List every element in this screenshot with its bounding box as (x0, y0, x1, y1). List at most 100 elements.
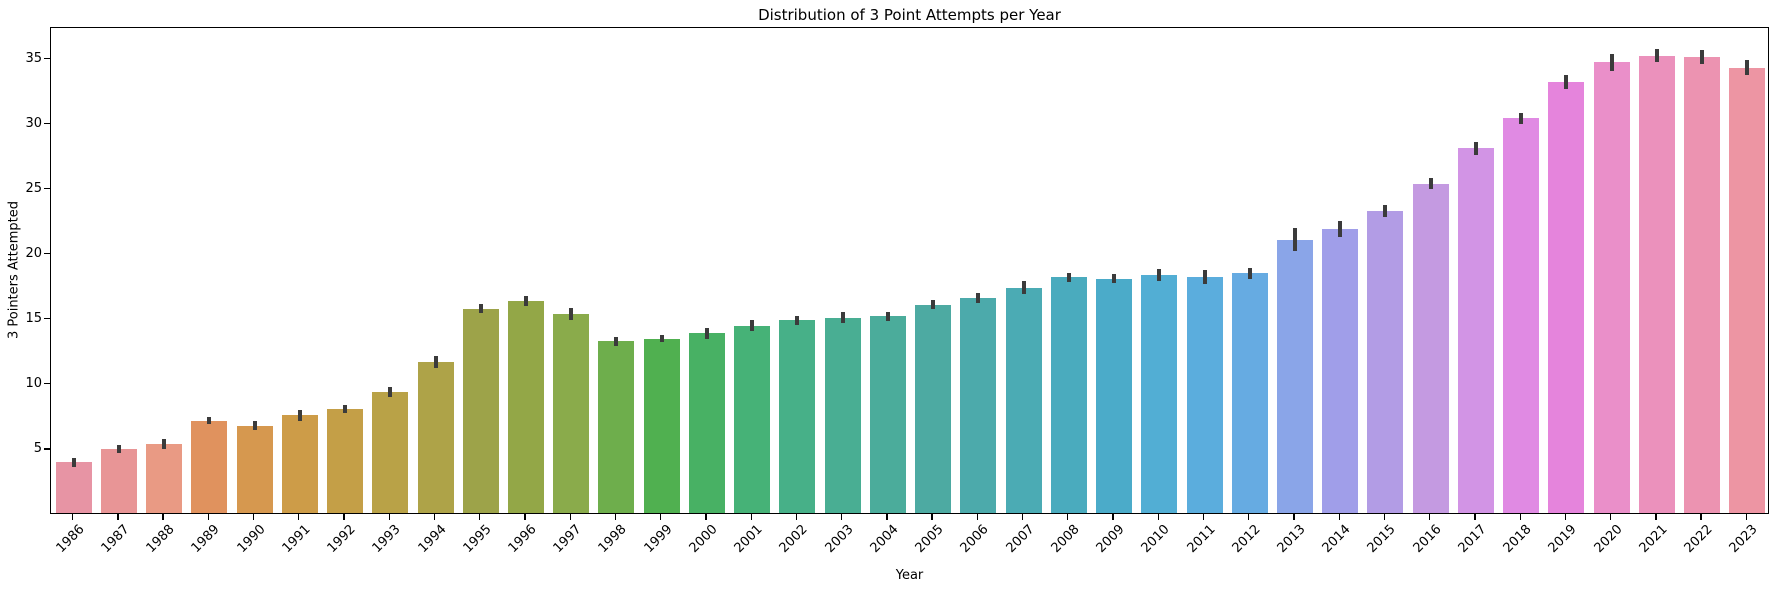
x-tick-mark-1995 (479, 514, 481, 520)
error-bar-2018 (1519, 112, 1524, 125)
x-tick-label-1989: 1989 (188, 522, 223, 557)
bar-1988 (146, 444, 183, 513)
bar-1986 (55, 462, 92, 513)
x-tick-label-2023: 2023 (1726, 522, 1761, 557)
error-bar-2006 (976, 292, 981, 304)
x-tick-mark-1999 (660, 514, 662, 520)
error-bar-2009 (1112, 274, 1117, 284)
x-tick-label-2008: 2008 (1048, 522, 1083, 557)
x-tick-label-2016: 2016 (1410, 522, 1445, 557)
y-tick-mark-25 (44, 187, 50, 190)
error-bar-2021 (1654, 49, 1659, 63)
x-tick-mark-2020 (1610, 514, 1612, 520)
error-bar-2017 (1473, 141, 1478, 155)
x-tick-mark-2005 (931, 514, 933, 520)
error-bar-2022 (1700, 50, 1705, 65)
y-tick-label-30: 30 (25, 115, 42, 131)
bar-1991 (281, 415, 318, 513)
bar-1995 (462, 308, 499, 513)
x-tick-mark-2017 (1474, 514, 1476, 520)
bar-2018 (1503, 118, 1540, 513)
y-tick-label-25: 25 (25, 180, 42, 196)
bar-2006 (960, 298, 997, 513)
x-tick-label-2018: 2018 (1500, 522, 1535, 557)
x-tick-label-2015: 2015 (1365, 522, 1400, 557)
bar-2014 (1322, 229, 1359, 513)
error-bar-1988 (162, 438, 167, 450)
x-tick-mark-1993 (388, 514, 390, 520)
bar-1989 (191, 420, 228, 513)
x-tick-label-1996: 1996 (505, 522, 540, 557)
error-bar-2008 (1066, 272, 1071, 282)
bar-2007 (1005, 287, 1042, 513)
bar-1992 (327, 408, 364, 513)
x-tick-mark-1988 (162, 514, 164, 520)
x-tick-mark-2022 (1700, 514, 1702, 520)
x-tick-mark-1986 (71, 514, 74, 520)
y-tick-mark-10 (44, 383, 50, 385)
error-bar-1999 (659, 334, 664, 343)
bar-2016 (1412, 183, 1449, 513)
x-tick-mark-2016 (1429, 514, 1431, 520)
bar-1987 (100, 449, 137, 513)
error-bar-1987 (116, 445, 121, 454)
bar-2019 (1548, 82, 1585, 513)
bar-2001 (734, 325, 771, 513)
error-bar-2002 (795, 315, 800, 325)
error-bar-1998 (614, 336, 619, 346)
bar-1990 (236, 425, 273, 513)
x-tick-mark-2021 (1655, 514, 1657, 520)
error-bar-1990 (252, 421, 257, 431)
error-bar-2019 (1564, 74, 1569, 90)
error-bar-1997 (569, 307, 574, 320)
x-tick-mark-2018 (1519, 514, 1521, 520)
bar-2003 (824, 317, 861, 513)
bar-2008 (1050, 277, 1087, 513)
x-tick-mark-2009 (1112, 514, 1114, 520)
error-bar-1992 (343, 404, 348, 413)
error-bar-1986 (71, 457, 76, 467)
error-bar-2005 (931, 300, 936, 310)
bar-2021 (1638, 55, 1675, 513)
x-tick-mark-2012 (1248, 514, 1250, 520)
bar-2011 (1186, 277, 1223, 513)
x-tick-mark-2010 (1157, 514, 1159, 520)
x-tick-label-2007: 2007 (1003, 522, 1038, 557)
bar-1994 (417, 361, 454, 513)
y-tick-label-10: 10 (25, 376, 42, 392)
x-tick-label-2001: 2001 (731, 522, 766, 557)
x-tick-label-2003: 2003 (822, 522, 857, 557)
error-bar-2004 (885, 311, 890, 321)
x-tick-mark-2011 (1202, 514, 1205, 520)
x-tick-mark-2002 (795, 514, 798, 520)
x-tick-mark-2000 (705, 514, 707, 520)
x-tick-label-2020: 2020 (1591, 522, 1626, 557)
bar-2005 (915, 304, 952, 513)
x-tick-label-2010: 2010 (1138, 522, 1173, 557)
bar-2017 (1457, 148, 1494, 513)
x-tick-mark-1998 (614, 514, 617, 520)
x-tick-label-2009: 2009 (1093, 522, 1128, 557)
x-tick-label-2021: 2021 (1636, 522, 1671, 557)
y-tick-mark-30 (44, 122, 50, 124)
error-bar-2020 (1609, 54, 1614, 71)
bar-2004 (869, 316, 906, 513)
x-tick-label-2006: 2006 (957, 522, 992, 557)
x-tick-label-1998: 1998 (596, 522, 631, 557)
x-tick-mark-1987 (117, 514, 119, 520)
bar-2002 (779, 320, 816, 513)
bar-1998 (598, 341, 635, 513)
bar-2012 (1231, 273, 1268, 513)
chart-title: Distribution of 3 Point Attempts per Yea… (758, 6, 1061, 24)
bar-1999 (643, 338, 680, 513)
x-tick-label-1993: 1993 (369, 522, 404, 557)
bar-2023 (1729, 67, 1766, 513)
error-bar-1991 (297, 410, 302, 421)
error-bar-2015 (1383, 205, 1388, 217)
x-tick-mark-1990 (252, 514, 255, 520)
error-bar-2012 (1247, 268, 1252, 279)
x-tick-mark-1989 (207, 514, 209, 520)
error-bar-2000 (704, 328, 709, 339)
x-tick-label-2012: 2012 (1229, 522, 1264, 557)
x-tick-label-1994: 1994 (415, 522, 450, 557)
